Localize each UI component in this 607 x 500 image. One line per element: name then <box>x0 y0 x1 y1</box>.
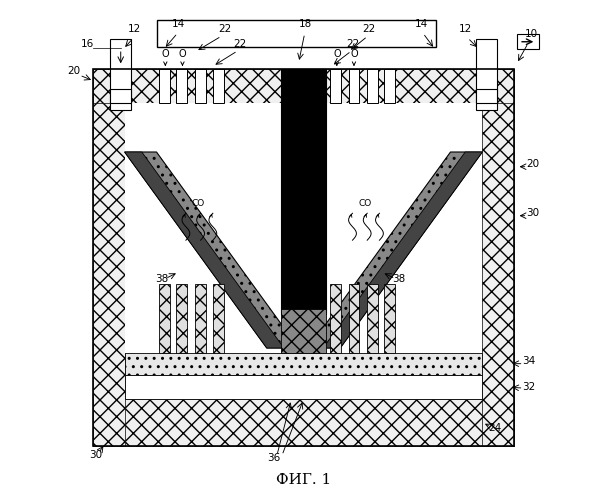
Text: 38: 38 <box>155 274 168 284</box>
Bar <box>517 34 538 49</box>
Bar <box>384 284 395 353</box>
Text: 20: 20 <box>526 158 540 168</box>
Bar <box>330 68 341 103</box>
Bar <box>330 284 341 353</box>
Text: 16: 16 <box>81 38 95 48</box>
Bar <box>110 40 131 110</box>
Bar <box>476 90 497 103</box>
Text: 24: 24 <box>488 424 501 434</box>
Text: 22: 22 <box>219 24 232 34</box>
Bar <box>124 353 483 375</box>
Text: 32: 32 <box>522 382 535 392</box>
Bar <box>159 284 170 353</box>
Bar <box>176 68 187 103</box>
Text: 14: 14 <box>172 19 185 29</box>
Text: ФИГ. 1: ФИГ. 1 <box>276 474 331 488</box>
Bar <box>384 68 395 103</box>
Polygon shape <box>124 152 299 348</box>
Text: O: O <box>350 49 358 59</box>
Bar <box>93 400 514 446</box>
Bar <box>110 90 131 103</box>
Bar <box>124 103 483 353</box>
Bar <box>367 284 378 353</box>
Bar <box>281 309 326 353</box>
Bar <box>281 68 326 314</box>
Bar <box>483 68 514 446</box>
Text: O: O <box>161 49 169 59</box>
Bar <box>195 68 206 103</box>
Bar <box>176 284 187 353</box>
Text: O: O <box>333 49 341 59</box>
Text: O: O <box>178 49 186 59</box>
Text: 10: 10 <box>525 29 538 39</box>
Text: 38: 38 <box>392 274 405 284</box>
Text: CO: CO <box>358 200 371 208</box>
Text: 22: 22 <box>362 24 375 34</box>
Text: 30: 30 <box>89 450 102 460</box>
Bar <box>159 68 170 103</box>
Bar <box>93 68 124 446</box>
Bar <box>124 375 483 400</box>
Polygon shape <box>323 152 483 348</box>
Bar <box>348 284 359 353</box>
Bar <box>348 68 359 103</box>
Text: 18: 18 <box>299 19 311 29</box>
Bar <box>367 68 378 103</box>
Polygon shape <box>124 152 284 348</box>
Bar <box>93 68 514 103</box>
Text: 22: 22 <box>233 38 246 48</box>
Bar <box>93 68 514 446</box>
Text: 12: 12 <box>128 24 141 34</box>
Text: 30: 30 <box>526 208 540 218</box>
Text: 14: 14 <box>415 19 428 29</box>
Text: 36: 36 <box>268 452 280 462</box>
Text: CO: CO <box>192 200 205 208</box>
Polygon shape <box>308 152 483 348</box>
Bar <box>476 40 497 110</box>
Text: 22: 22 <box>346 38 359 48</box>
Text: 20: 20 <box>67 66 81 76</box>
Bar <box>213 284 223 353</box>
Bar <box>157 20 436 46</box>
Text: 34: 34 <box>522 356 535 366</box>
Text: 12: 12 <box>458 24 472 34</box>
Bar <box>213 68 223 103</box>
Bar <box>195 284 206 353</box>
